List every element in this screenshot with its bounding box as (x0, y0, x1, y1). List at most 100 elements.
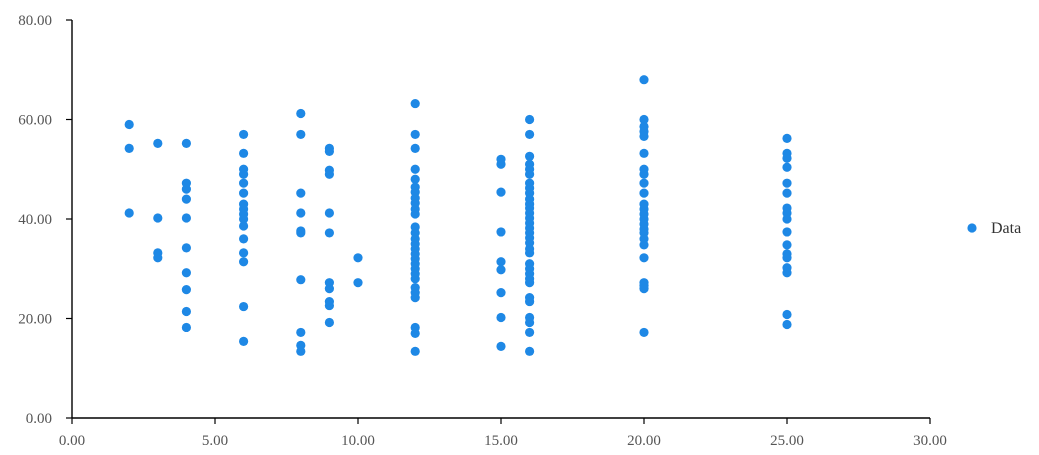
data-point (239, 221, 249, 231)
data-point (496, 341, 506, 351)
x-tick-label: 15.00 (484, 433, 518, 449)
data-point (525, 114, 535, 125)
data-point (324, 300, 334, 311)
data-point (324, 169, 334, 179)
data-point (639, 131, 649, 142)
x-tick-label: 25.00 (770, 433, 804, 449)
data-point (525, 278, 535, 288)
y-tick-label: 60.00 (18, 113, 52, 129)
data-point (525, 169, 535, 179)
data-point (410, 209, 420, 219)
data-point (782, 227, 792, 237)
y-tick-label: 20.00 (18, 312, 52, 328)
legend-label-data: Data (991, 220, 1021, 237)
y-tick-label: 80.00 (18, 13, 52, 29)
data-point (124, 143, 134, 153)
data-point (353, 253, 363, 263)
data-point (639, 327, 649, 338)
data-point (181, 306, 191, 317)
data-point (410, 164, 420, 174)
data-point (782, 319, 792, 330)
data-point (239, 148, 249, 158)
x-tick-label: 0.00 (59, 433, 85, 449)
data-point (296, 228, 306, 238)
data-point (181, 184, 191, 194)
data-point (410, 274, 420, 284)
data-point (353, 278, 363, 288)
data-point (525, 129, 535, 140)
data-point (239, 214, 249, 224)
data-point (782, 178, 792, 188)
data-point (296, 327, 306, 338)
legend: Data (967, 220, 1021, 237)
data-point (181, 194, 191, 204)
data-point (782, 214, 792, 224)
data-point (639, 284, 649, 294)
data-point (525, 248, 535, 258)
data-point (496, 265, 506, 275)
data-point (181, 322, 191, 333)
data-point (496, 159, 506, 169)
data-point (782, 268, 792, 278)
data-point (296, 346, 306, 356)
data-point (410, 129, 420, 140)
data-point (296, 188, 306, 198)
x-tick-label: 20.00 (627, 433, 661, 449)
data-point (496, 227, 506, 237)
data-point (410, 98, 420, 109)
data-point (181, 243, 191, 253)
data-point (124, 119, 134, 130)
data-point (782, 162, 792, 172)
data-point (639, 75, 649, 85)
data-point (410, 346, 420, 356)
data-point (782, 133, 792, 144)
data-point (239, 129, 249, 140)
data-point (296, 208, 306, 218)
data-point (239, 248, 249, 258)
data-point (639, 240, 649, 250)
data-point (181, 268, 191, 278)
data-point (639, 178, 649, 188)
data-point (496, 288, 506, 298)
data-point (525, 346, 535, 356)
data-point (296, 275, 306, 285)
data-point (153, 138, 163, 148)
data-point (782, 188, 792, 198)
y-axis-ticks: 0.00 20.00 40.00 60.00 80.00 (18, 13, 72, 427)
data-points (124, 75, 792, 356)
data-point (124, 208, 134, 218)
data-point (782, 309, 792, 320)
data-point (410, 328, 420, 339)
data-point (181, 213, 191, 223)
data-point (181, 285, 191, 295)
data-point (639, 169, 649, 179)
data-point (782, 153, 792, 163)
data-point (296, 129, 306, 140)
data-point (782, 253, 792, 263)
data-point (639, 114, 649, 125)
legend-marker-data (967, 223, 977, 233)
data-point (324, 228, 334, 238)
data-point (410, 143, 420, 153)
data-point (239, 336, 249, 346)
data-point (496, 187, 506, 197)
data-point (525, 151, 535, 161)
data-point (410, 293, 420, 303)
data-point (639, 188, 649, 198)
x-axis-ticks: 0.00 5.00 10.00 15.00 20.00 25.00 30.00 (59, 418, 947, 449)
data-point (239, 178, 249, 188)
data-point (496, 312, 506, 323)
data-point (324, 284, 334, 294)
data-point (239, 257, 249, 267)
data-point (639, 253, 649, 263)
data-point (324, 146, 334, 156)
x-tick-label: 10.00 (341, 433, 375, 449)
data-point (324, 208, 334, 218)
data-point (324, 317, 334, 328)
data-point (239, 301, 249, 312)
data-point (410, 174, 420, 184)
y-tick-label: 0.00 (26, 411, 52, 427)
data-point (496, 257, 506, 267)
data-point (639, 148, 649, 158)
